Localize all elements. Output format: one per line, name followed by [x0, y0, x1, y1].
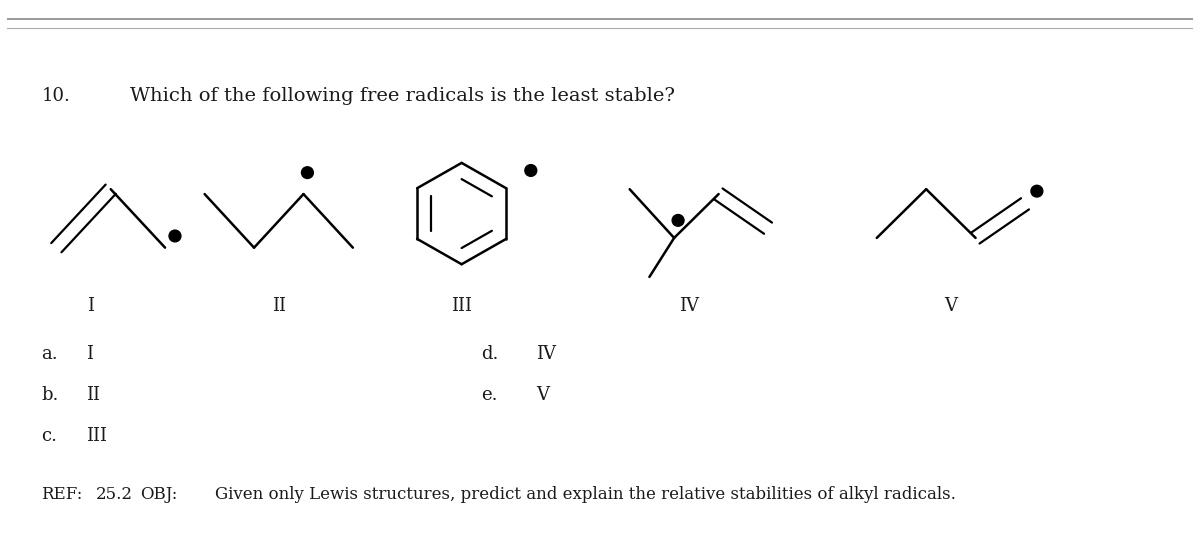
Text: 10.: 10.: [42, 87, 71, 105]
Circle shape: [672, 214, 684, 226]
Text: d.: d.: [481, 345, 499, 363]
Text: c.: c.: [42, 427, 58, 445]
Text: OBJ:: OBJ:: [140, 486, 178, 503]
Text: I: I: [86, 345, 94, 363]
Text: V: V: [535, 386, 548, 404]
Text: 25.2: 25.2: [96, 486, 133, 503]
Text: V: V: [944, 297, 958, 315]
Text: IV: IV: [535, 345, 556, 363]
Text: II: II: [86, 386, 100, 404]
Circle shape: [301, 167, 313, 178]
Text: Which of the following free radicals is the least stable?: Which of the following free radicals is …: [131, 87, 676, 105]
Circle shape: [1031, 185, 1043, 197]
Text: IV: IV: [679, 297, 698, 315]
Text: a.: a.: [42, 345, 58, 363]
Text: Given only Lewis structures, predict and explain the relative stabilities of alk: Given only Lewis structures, predict and…: [215, 486, 955, 503]
Circle shape: [169, 230, 181, 242]
Text: REF:: REF:: [42, 486, 83, 503]
Text: I: I: [88, 297, 95, 315]
Text: III: III: [451, 297, 472, 315]
Text: II: II: [271, 297, 286, 315]
Text: b.: b.: [42, 386, 59, 404]
Circle shape: [524, 165, 536, 176]
Text: e.: e.: [481, 386, 498, 404]
Text: III: III: [86, 427, 107, 445]
